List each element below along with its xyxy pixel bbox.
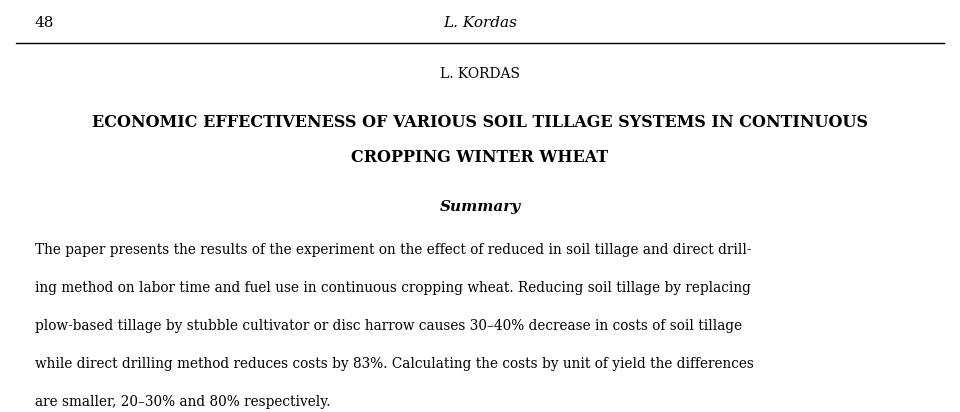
Text: while direct drilling method reduces costs by 83%. Calculating the costs by unit: while direct drilling method reduces cos… <box>35 357 754 371</box>
Text: The paper presents the results of the experiment on the effect of reduced in soi: The paper presents the results of the ex… <box>35 243 751 257</box>
Text: ing method on labor time and fuel use in continuous cropping wheat. Reducing soi: ing method on labor time and fuel use in… <box>35 281 751 295</box>
Text: ECONOMIC EFFECTIVENESS OF VARIOUS SOIL TILLAGE SYSTEMS IN CONTINUOUS: ECONOMIC EFFECTIVENESS OF VARIOUS SOIL T… <box>92 115 868 131</box>
Text: L. Kordas: L. Kordas <box>443 16 517 30</box>
Text: 48: 48 <box>35 16 54 30</box>
Text: CROPPING WINTER WHEAT: CROPPING WINTER WHEAT <box>351 149 609 166</box>
Text: Summary: Summary <box>440 200 520 214</box>
Text: are smaller, 20–30% and 80% respectively.: are smaller, 20–30% and 80% respectively… <box>35 395 330 409</box>
Text: L. KORDAS: L. KORDAS <box>440 68 520 82</box>
Text: plow-based tillage by stubble cultivator or disc harrow causes 30–40% decrease i: plow-based tillage by stubble cultivator… <box>35 319 742 333</box>
